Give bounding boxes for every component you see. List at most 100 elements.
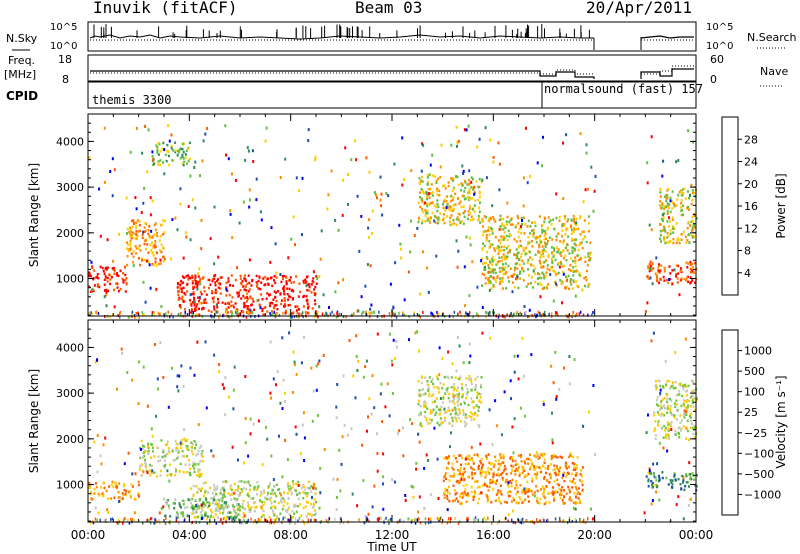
- echo-cell: [484, 471, 487, 474]
- echo-cell: [348, 339, 351, 343]
- echo-cell: [198, 307, 200, 311]
- echo-cell: [504, 467, 507, 471]
- echo-cell: [389, 282, 392, 286]
- echo-cell: [112, 485, 115, 489]
- echo-cell: [261, 500, 264, 504]
- echo-cell: [415, 467, 418, 471]
- echo-cell: [371, 374, 374, 378]
- echo-cell: [150, 236, 152, 239]
- echo-cell: [401, 426, 404, 430]
- echo-cell: [338, 312, 341, 316]
- echo-cell: [197, 275, 200, 278]
- x-tick-label: 12:00: [375, 528, 410, 542]
- echo-cell: [233, 515, 236, 518]
- echo-cell: [467, 462, 470, 465]
- echo-cell: [486, 257, 489, 261]
- echo-cell: [316, 312, 318, 316]
- echo-cell: [137, 483, 140, 487]
- echo-cell: [268, 515, 271, 519]
- echo-cell: [163, 172, 166, 176]
- echo-cell: [147, 442, 150, 446]
- echo-cell: [684, 235, 687, 239]
- echo-cell: [272, 377, 275, 381]
- echo-cell: [90, 490, 92, 494]
- echo-cell: [104, 275, 107, 278]
- echo-cell: [180, 512, 183, 515]
- echo-cell: [508, 494, 511, 498]
- echo-cell: [492, 475, 495, 479]
- echo-cell: [298, 282, 301, 285]
- echo-cell: [137, 480, 140, 484]
- echo-cell: [454, 192, 457, 196]
- echo-cell: [654, 384, 657, 388]
- echo-cell: [580, 480, 583, 483]
- echo-cell: [266, 310, 269, 313]
- echo-cell: [677, 238, 680, 242]
- echo-cell: [179, 202, 182, 206]
- echo-cell: [138, 360, 141, 364]
- echo-cell: [448, 499, 451, 503]
- echo-cell: [380, 192, 383, 196]
- echo-cell: [571, 237, 573, 241]
- echo-cell: [580, 469, 582, 472]
- echo-cell: [189, 238, 192, 242]
- echo-cell: [691, 226, 694, 229]
- echo-cell: [269, 498, 272, 502]
- echo-cell: [435, 397, 438, 400]
- echo-cell: [380, 382, 383, 386]
- echo-cell: [248, 188, 251, 192]
- echo-cell: [527, 282, 530, 286]
- echo-cell: [683, 277, 686, 281]
- echo-cell: [511, 281, 514, 284]
- echo-cell: [585, 269, 588, 273]
- echo-cell: [519, 406, 522, 410]
- echo-cell: [493, 247, 496, 250]
- echo-cell: [219, 507, 222, 510]
- echo-cell: [687, 438, 690, 442]
- echo-cell: [469, 354, 472, 358]
- echo-cell: [199, 174, 201, 178]
- echo-cell: [470, 397, 473, 400]
- echo-cell: [257, 485, 260, 488]
- echo-cell: [468, 197, 471, 201]
- echo-cell: [221, 511, 224, 515]
- echo-cell: [658, 269, 661, 273]
- echo-cell: [659, 195, 662, 198]
- echo-cell: [154, 243, 157, 246]
- echo-cell: [443, 221, 446, 225]
- echo-cell: [488, 472, 491, 475]
- echo-cell: [312, 486, 315, 490]
- echo-cell: [465, 416, 468, 420]
- echo-cell: [486, 495, 489, 499]
- beam-title: Beam 03: [355, 0, 423, 17]
- echo-cell: [553, 249, 556, 253]
- echo-cell: [297, 483, 300, 487]
- echo-cell: [174, 439, 177, 443]
- echo-cell: [668, 216, 670, 220]
- echo-cell: [460, 463, 462, 467]
- echo-cell: [295, 510, 298, 514]
- echo-cell: [256, 488, 259, 491]
- echo-cell: [565, 279, 568, 282]
- echo-cell: [480, 491, 483, 495]
- echo-cell: [575, 223, 578, 227]
- echo-cell: [576, 284, 579, 287]
- echo-cell: [239, 289, 242, 292]
- echo-cell: [212, 300, 215, 304]
- echo-cell: [417, 402, 420, 406]
- echo-cell: [433, 219, 436, 223]
- echo-cell: [269, 304, 271, 308]
- echo-cell: [246, 292, 248, 296]
- echo-cell: [109, 315, 111, 319]
- echo-cell: [522, 466, 525, 470]
- echo-cell: [138, 467, 141, 471]
- echo-cell: [162, 219, 165, 222]
- echo-cell: [290, 289, 293, 292]
- echo-cell: [470, 490, 473, 494]
- colorbar-tick-label: 25: [744, 406, 758, 419]
- echo-cell: [466, 517, 468, 521]
- echo-cell: [490, 287, 493, 290]
- echo-cell: [682, 425, 685, 428]
- echo-cell: [555, 395, 558, 399]
- echo-cell: [196, 474, 199, 477]
